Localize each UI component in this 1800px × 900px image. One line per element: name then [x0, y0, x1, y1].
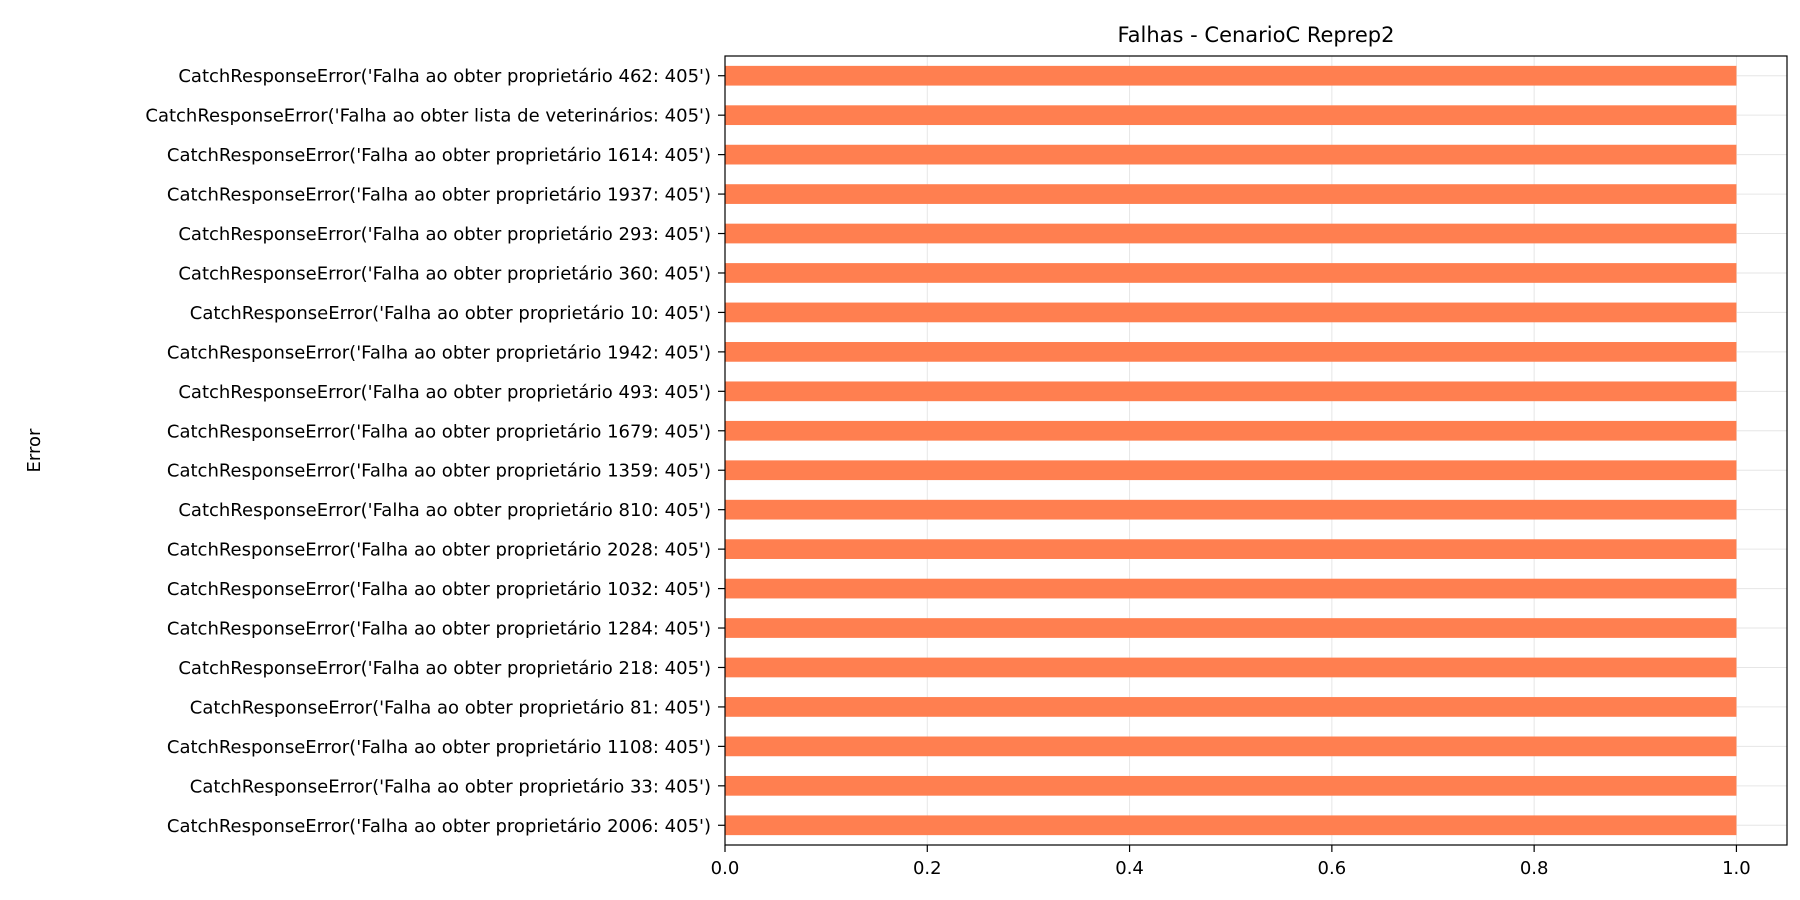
bar — [725, 775, 1737, 796]
y-tick-label: CatchResponseError('Falha ao obter propr… — [178, 66, 711, 87]
y-tick-label: CatchResponseError('Falha ao obter propr… — [190, 697, 711, 718]
x-tick-label: 0.4 — [1115, 858, 1144, 879]
chart-title: Falhas - CenarioC Reprep2 — [1118, 23, 1395, 47]
bar — [725, 539, 1737, 559]
bar — [725, 460, 1737, 481]
y-tick-label: CatchResponseError('Falha ao obter propr… — [178, 382, 711, 403]
grid-layer — [724, 56, 1787, 845]
bar — [725, 381, 1737, 402]
y-tick-label: CatchResponseError('Falha ao obter propr… — [167, 342, 711, 363]
y-tick-label: CatchResponseError('Falha ao obter propr… — [167, 737, 711, 758]
y-tick-label: CatchResponseError('Falha ao obter propr… — [178, 224, 711, 245]
bar — [725, 499, 1737, 520]
y-tick-label: CatchResponseError('Falha ao obter propr… — [190, 776, 711, 797]
y-tick-label: CatchResponseError('Falha ao obter propr… — [167, 421, 711, 442]
bar — [725, 105, 1737, 126]
x-tick-layer: 0.0 0.2 0.4 0.6 0.8 1.0 — [711, 845, 1751, 879]
y-tick-label: CatchResponseError('Falha ao obter propr… — [178, 263, 711, 284]
bar — [725, 618, 1737, 638]
x-tick-label: 0.6 — [1318, 858, 1347, 879]
bar — [725, 144, 1737, 165]
bars-layer — [725, 65, 1737, 836]
x-tick-label: 0.8 — [1520, 858, 1549, 879]
y-tick-label: CatchResponseError('Falha ao obter propr… — [190, 303, 711, 324]
y-tick-label: CatchResponseError('Falha ao obter propr… — [167, 540, 711, 561]
bar — [725, 736, 1737, 757]
bar — [725, 184, 1737, 204]
bar — [725, 342, 1737, 362]
plot-frame — [724, 55, 1788, 846]
bar — [725, 578, 1737, 599]
y-tick-label: CatchResponseError('Falha ao obter propr… — [167, 145, 711, 166]
bar — [725, 697, 1737, 717]
bar — [725, 815, 1737, 836]
bar — [725, 302, 1737, 323]
x-tick-label: 1.0 — [1722, 858, 1751, 879]
bar — [725, 223, 1737, 244]
y-tick-label: CatchResponseError('Falha ao obter propr… — [167, 185, 711, 206]
y-tick-label: CatchResponseError('Falha ao obter propr… — [178, 500, 711, 521]
bar — [725, 420, 1737, 441]
x-tick-label: 0.2 — [913, 858, 942, 879]
bar — [725, 657, 1737, 678]
y-tick-label: CatchResponseError('Falha ao obter propr… — [167, 579, 711, 600]
y-tick-label: CatchResponseError('Falha ao obter propr… — [167, 619, 711, 640]
y-tick-label: CatchResponseError('Falha ao obter propr… — [178, 658, 711, 679]
y-tick-label: CatchResponseError('Falha ao obter propr… — [167, 816, 711, 837]
y-axis-label: Error — [24, 428, 45, 472]
x-tick-label: 0.0 — [711, 858, 740, 879]
y-tick-label: CatchResponseError('Falha ao obter propr… — [167, 461, 711, 482]
bar — [725, 263, 1737, 283]
y-tick-label: CatchResponseError('Falha ao obter lista… — [145, 106, 711, 127]
y-tick-layer: CatchResponseError('Falha ao obter propr… — [145, 66, 725, 837]
bar — [725, 65, 1737, 86]
